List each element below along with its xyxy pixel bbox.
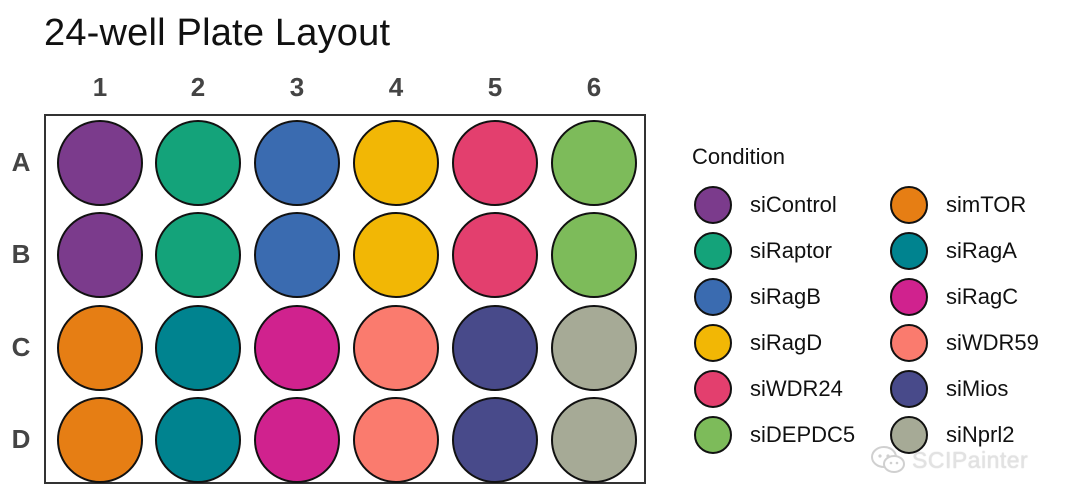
legend-label: siRagB bbox=[750, 284, 821, 309]
legend-swatch bbox=[890, 232, 928, 270]
legend-label: siRagD bbox=[750, 330, 823, 355]
well-A3 bbox=[254, 120, 340, 206]
well-A5 bbox=[452, 120, 538, 206]
well-A2 bbox=[155, 120, 241, 206]
legend-swatch bbox=[694, 416, 732, 454]
plate-outline bbox=[44, 114, 646, 484]
well-B4 bbox=[353, 212, 439, 298]
well-D6 bbox=[551, 397, 637, 483]
column-label: 4 bbox=[388, 72, 404, 102]
column-label: 5 bbox=[487, 72, 503, 102]
well-B6 bbox=[551, 212, 637, 298]
well-B5 bbox=[452, 212, 538, 298]
legend-label: siNprl2 bbox=[946, 422, 1015, 447]
well-C3 bbox=[254, 305, 340, 391]
plot-title: 24-well Plate Layout bbox=[44, 12, 391, 54]
row-label: B bbox=[11, 239, 31, 269]
legend-swatch bbox=[890, 324, 928, 362]
row-label: D bbox=[11, 424, 31, 454]
legend-label: siWDR24 bbox=[750, 376, 843, 401]
legend-label: siRagA bbox=[946, 238, 1017, 263]
legend-label: siDEPDC5 bbox=[750, 422, 856, 447]
well-B1 bbox=[57, 212, 143, 298]
legend-swatch bbox=[694, 186, 732, 224]
legend-label: siMios bbox=[946, 376, 1009, 401]
legend-title: Condition bbox=[692, 144, 785, 169]
well-B3 bbox=[254, 212, 340, 298]
well-D5 bbox=[452, 397, 538, 483]
legend-swatch bbox=[890, 416, 928, 454]
well-A6 bbox=[551, 120, 637, 206]
legend-swatch bbox=[694, 324, 732, 362]
legend-swatch bbox=[890, 278, 928, 316]
well-C5 bbox=[452, 305, 538, 391]
legend-swatch bbox=[890, 370, 928, 408]
wechat-icon bbox=[871, 446, 905, 473]
watermark: SCIPainter bbox=[870, 444, 1028, 476]
well-C4 bbox=[353, 305, 439, 391]
well-C6 bbox=[551, 305, 637, 391]
well-D2 bbox=[155, 397, 241, 483]
legend-label: simTOR bbox=[946, 192, 1027, 217]
well-A4 bbox=[353, 120, 439, 206]
well-D1 bbox=[57, 397, 143, 483]
well-C2 bbox=[155, 305, 241, 391]
row-label: C bbox=[11, 332, 31, 362]
legend-swatch bbox=[890, 186, 928, 224]
column-label: 3 bbox=[289, 72, 305, 102]
well-D4 bbox=[353, 397, 439, 483]
well-B2 bbox=[155, 212, 241, 298]
column-label: 2 bbox=[190, 72, 206, 102]
well-C1 bbox=[57, 305, 143, 391]
legend-swatch bbox=[694, 278, 732, 316]
column-label: 1 bbox=[92, 72, 108, 102]
row-label: A bbox=[11, 147, 31, 177]
well-D3 bbox=[254, 397, 340, 483]
column-label: 6 bbox=[586, 72, 602, 102]
legend-label: siRagC bbox=[946, 284, 1019, 309]
legend-label: siControl bbox=[750, 192, 837, 217]
legend-swatch bbox=[694, 370, 732, 408]
legend-label: siWDR59 bbox=[946, 330, 1039, 355]
legend-swatch bbox=[694, 232, 732, 270]
watermark-text: SCIPainter bbox=[912, 446, 1029, 473]
legend-label: siRaptor bbox=[750, 238, 832, 263]
well-A1 bbox=[57, 120, 143, 206]
